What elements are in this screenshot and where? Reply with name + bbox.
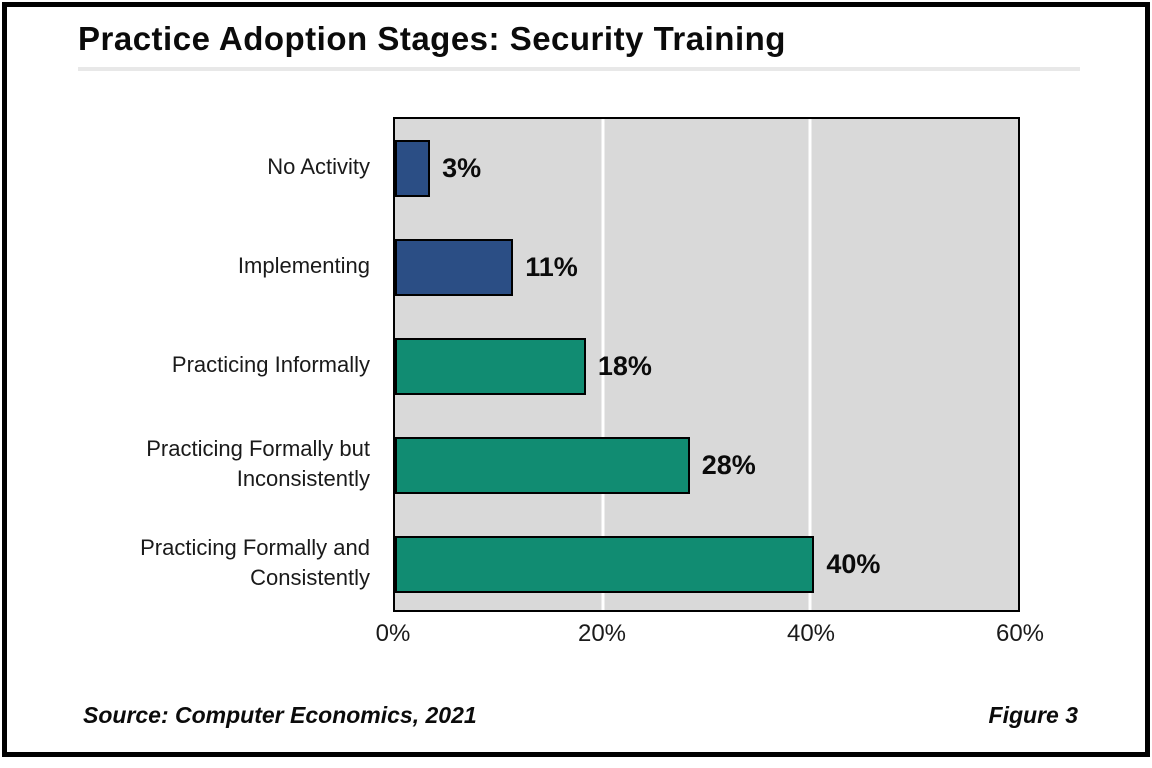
bar-value-label: 11% xyxy=(525,252,578,282)
bar-row: 18% xyxy=(395,317,1018,416)
x-tick-label: 40% xyxy=(786,620,836,647)
bar-row: 3% xyxy=(395,119,1018,218)
title-rule xyxy=(78,67,1080,71)
bar-row: 11% xyxy=(395,218,1018,317)
figure-number: Figure 3 xyxy=(988,702,1078,728)
x-tick-label: 20% xyxy=(577,620,627,647)
x-axis: 0% 20% 40% 60% xyxy=(376,620,1044,654)
bar xyxy=(395,140,431,197)
gridline xyxy=(601,119,605,610)
category-labels: No Activity Implementing Practicing Inform… xyxy=(70,117,370,612)
bar xyxy=(395,338,586,395)
bar-value-label: 28% xyxy=(701,450,756,480)
x-tick-label: 0% xyxy=(375,620,411,647)
category-label: Practicing Informally xyxy=(171,351,370,377)
chart-title: Practice Adoption Stages: Security Train… xyxy=(78,20,786,57)
bar-value-label: 18% xyxy=(597,351,652,381)
category-label: Practicing Formally and Consistently xyxy=(140,534,370,590)
bar-value-label: 3% xyxy=(442,153,482,183)
category-label: No Activity xyxy=(267,153,370,179)
plot-area: 3% 11% 18% 28% 40% xyxy=(393,117,1020,612)
bar xyxy=(395,536,815,593)
category-label: Practicing Formally but Inconsistently xyxy=(146,435,370,491)
bar xyxy=(395,239,514,296)
category-label: Implementing xyxy=(237,252,370,278)
bar-value-label: 40% xyxy=(826,549,881,579)
source-note: Source: Computer Economics, 2021 xyxy=(83,702,477,728)
bar xyxy=(395,437,690,494)
gridline xyxy=(808,119,812,610)
x-tick-label: 60% xyxy=(995,620,1045,647)
bar-row: 40% xyxy=(395,515,1018,614)
bar-row: 28% xyxy=(395,416,1018,515)
